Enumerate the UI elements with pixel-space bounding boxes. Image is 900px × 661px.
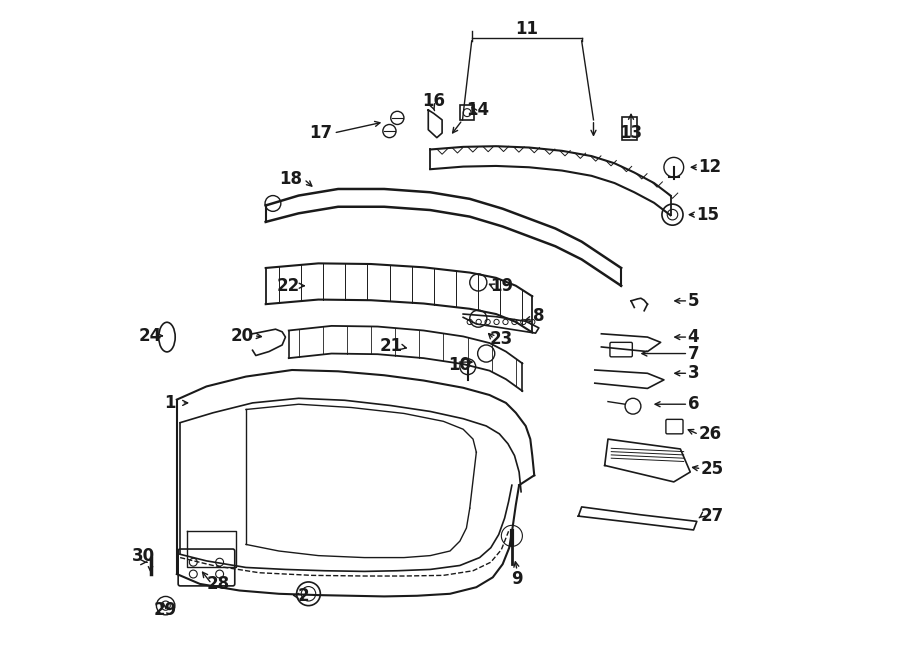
Text: 21: 21 (379, 336, 402, 355)
Text: 26: 26 (698, 426, 722, 444)
Bar (460, 105, 474, 120)
Text: 4: 4 (688, 328, 699, 346)
Text: 17: 17 (309, 124, 332, 142)
Text: 28: 28 (207, 575, 230, 593)
Text: 22: 22 (277, 277, 301, 295)
Text: 23: 23 (490, 330, 513, 348)
Text: 27: 27 (700, 507, 724, 525)
Text: 25: 25 (700, 460, 724, 478)
Text: 10: 10 (448, 356, 472, 374)
Text: 16: 16 (422, 93, 445, 110)
Text: 24: 24 (139, 327, 162, 345)
Text: 19: 19 (490, 278, 513, 295)
Bar (623, 116, 637, 139)
Text: 2: 2 (298, 587, 310, 605)
Text: 18: 18 (279, 170, 302, 188)
Text: 9: 9 (511, 570, 523, 588)
Text: 13: 13 (619, 124, 643, 142)
Text: 30: 30 (132, 547, 156, 564)
Text: 6: 6 (688, 395, 699, 413)
Text: 11: 11 (516, 20, 538, 38)
Text: 8: 8 (533, 307, 544, 325)
Text: 1: 1 (165, 394, 176, 412)
Text: 14: 14 (466, 101, 490, 119)
Text: 3: 3 (688, 364, 699, 382)
Text: 29: 29 (154, 602, 177, 619)
Text: 7: 7 (688, 344, 699, 362)
Text: 5: 5 (688, 292, 699, 310)
Text: 12: 12 (698, 158, 722, 176)
Text: 15: 15 (697, 206, 719, 223)
Text: 20: 20 (231, 327, 254, 345)
